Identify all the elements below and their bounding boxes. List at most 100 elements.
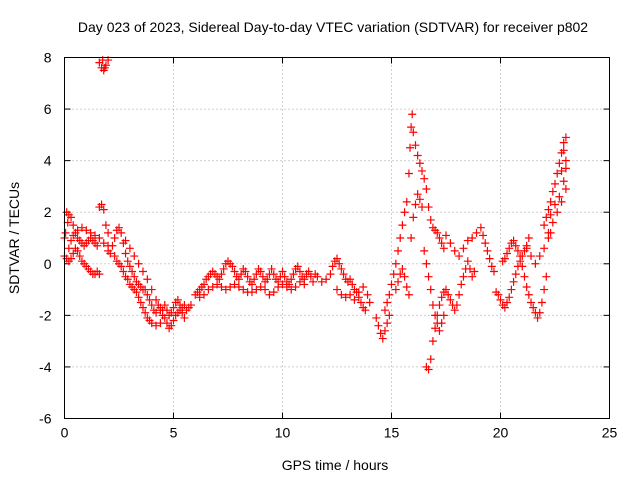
data-point xyxy=(138,267,147,276)
data-point xyxy=(361,306,370,315)
data-point xyxy=(217,282,226,291)
plot-frame xyxy=(64,57,610,419)
x-tick-label: 20 xyxy=(493,425,509,441)
data-point xyxy=(544,205,553,214)
data-point xyxy=(437,319,446,328)
data-point xyxy=(186,301,195,310)
data-point xyxy=(561,164,570,173)
data-point xyxy=(551,179,559,188)
data-point xyxy=(147,285,156,294)
data-point xyxy=(555,159,564,168)
data-point xyxy=(420,174,429,183)
data-point xyxy=(561,156,570,165)
data-point xyxy=(239,285,248,294)
data-point xyxy=(213,280,222,289)
data-point xyxy=(265,290,274,299)
data-point xyxy=(317,277,326,286)
data-point xyxy=(391,259,400,268)
data-point xyxy=(67,254,76,263)
data-point xyxy=(559,177,568,186)
data-point xyxy=(258,272,267,281)
data-point xyxy=(287,285,296,294)
data-point xyxy=(348,280,357,289)
data-point xyxy=(509,277,518,286)
data-point xyxy=(533,313,542,322)
data-point xyxy=(527,298,536,307)
y-axis-label: SDTVAR / TECUs xyxy=(6,182,22,294)
data-point xyxy=(479,231,488,240)
data-point xyxy=(97,200,106,209)
data-point xyxy=(350,295,359,304)
data-point xyxy=(511,241,520,250)
data-point xyxy=(459,244,468,253)
data-point xyxy=(522,282,531,291)
data-point xyxy=(487,262,496,271)
data-point xyxy=(337,290,346,299)
data-point xyxy=(398,221,407,230)
data-point xyxy=(520,272,529,281)
data-point xyxy=(67,236,76,245)
data-point xyxy=(304,267,313,276)
data-point xyxy=(442,231,450,240)
data-point xyxy=(278,267,287,276)
data-point xyxy=(459,272,468,281)
data-point xyxy=(230,280,239,289)
data-point xyxy=(476,223,485,232)
data-point xyxy=(169,316,178,325)
y-tick-label: 4 xyxy=(44,153,52,169)
data-point xyxy=(180,313,189,322)
data-point xyxy=(95,234,104,242)
data-point xyxy=(326,270,335,279)
data-point xyxy=(162,319,171,328)
data-point xyxy=(489,267,498,276)
data-point xyxy=(125,262,134,271)
data-point xyxy=(115,223,123,232)
data-point xyxy=(295,267,304,276)
data-point xyxy=(420,246,429,255)
data-point xyxy=(503,249,512,258)
data-point xyxy=(152,321,161,330)
data-point xyxy=(67,213,76,222)
data-point xyxy=(411,141,420,150)
data-point xyxy=(503,298,512,307)
data-point xyxy=(394,246,403,255)
data-point xyxy=(241,267,250,276)
data-point xyxy=(404,290,413,299)
data-point xyxy=(267,264,276,273)
data-point xyxy=(363,290,372,299)
data-point xyxy=(73,246,82,255)
data-point xyxy=(269,270,278,279)
data-point xyxy=(247,288,256,297)
data-point xyxy=(160,313,169,322)
data-point xyxy=(293,262,302,271)
data-point xyxy=(542,272,551,281)
data-point xyxy=(138,303,147,312)
x-axis-label: GPS time / hours xyxy=(282,457,389,473)
data-point xyxy=(289,270,298,279)
data-point xyxy=(500,303,509,312)
chart-title: Day 023 of 2023, Sidereal Day-to-day VTE… xyxy=(78,19,588,35)
data-point xyxy=(380,326,389,335)
data-point xyxy=(431,324,440,333)
data-point xyxy=(121,249,130,258)
y-tick-label: -2 xyxy=(39,307,52,323)
data-point xyxy=(167,321,176,330)
data-point xyxy=(428,337,437,346)
data-point xyxy=(147,319,156,328)
data-point xyxy=(433,228,442,237)
data-point xyxy=(73,226,82,235)
data-point xyxy=(99,239,108,248)
data-points xyxy=(60,56,570,374)
data-point xyxy=(407,234,416,242)
data-point xyxy=(63,218,72,227)
data-point xyxy=(413,151,422,160)
data-point xyxy=(346,290,355,299)
data-point xyxy=(557,197,566,206)
ticks-layer: 0 5 10 15 20 25 -6 -4 -2 0 2 4 6 8 xyxy=(39,50,617,441)
data-point xyxy=(481,239,490,248)
data-point xyxy=(152,295,161,304)
data-point xyxy=(426,285,435,294)
data-point xyxy=(380,306,389,315)
data-point xyxy=(93,241,102,250)
